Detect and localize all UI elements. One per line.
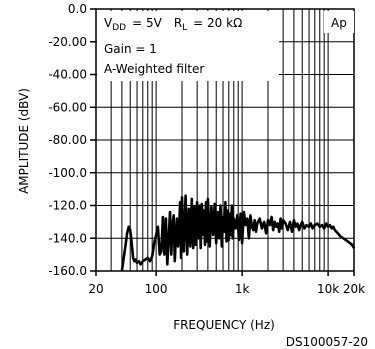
y-tick-label: -20.00	[48, 35, 87, 49]
y-axis-ticks: 0.0 -20.00 -40.00 -60.00 -80.00 -100.0 -120.0 -…	[48, 2, 96, 278]
x-tick-label: 100	[145, 282, 168, 296]
y-tick-label: -100.0	[48, 166, 87, 180]
x-tick-label: 20k	[343, 282, 365, 296]
y-axis-label: AMPLITUDE (dBV)	[17, 88, 31, 194]
corner-tag-background	[324, 11, 354, 33]
x-tick-label: 1k	[235, 282, 250, 296]
y-tick-label: -80.00	[48, 133, 87, 147]
annotation-supply: VDD = 5V RL = 20 kΩ	[104, 16, 242, 33]
y-tick-label: -40.00	[48, 68, 87, 82]
annotation-box-background	[97, 11, 279, 81]
y-tick-label: -160.0	[48, 264, 87, 278]
y-tick-label: -140.0	[48, 231, 87, 245]
x-axis-label: FREQUENCY (Hz)	[173, 318, 275, 332]
annotation-gain: Gain = 1	[104, 42, 157, 56]
figure-id: DS100057-20	[286, 335, 368, 349]
y-tick-label: -60.00	[48, 100, 87, 114]
annotation-filter: A-Weighted filter	[104, 62, 204, 76]
series-line	[120, 194, 356, 272]
x-axis-ticks: 20 100 1k 10k 20k	[88, 271, 365, 296]
x-tick-label: 10k	[317, 282, 339, 296]
corner-tag: Ap	[331, 16, 347, 30]
y-tick-label: -120.0	[48, 199, 87, 213]
x-tick-label: 20	[88, 282, 103, 296]
y-tick-label: 0.0	[68, 2, 87, 16]
